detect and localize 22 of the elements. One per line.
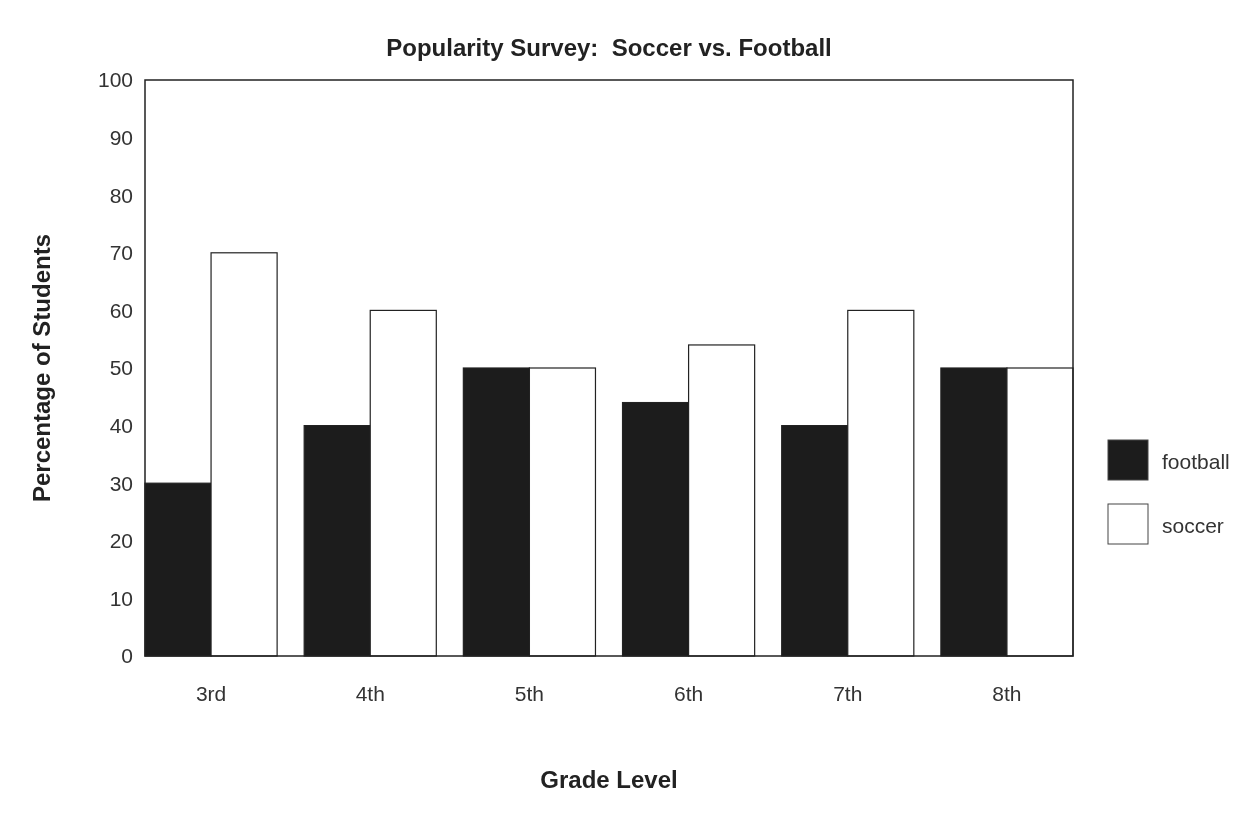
chart-title: Popularity Survey: Soccer vs. Football bbox=[386, 34, 832, 61]
y-tick-label: 80 bbox=[109, 183, 133, 207]
x-tick-label: 3rd bbox=[195, 682, 227, 705]
y-tick-label: 20 bbox=[109, 529, 133, 553]
y-tick-label: 10 bbox=[109, 586, 133, 610]
y-tick-label: 50 bbox=[109, 356, 133, 380]
y-tick-label: 90 bbox=[109, 125, 133, 149]
x-tick-label: 6th bbox=[673, 682, 704, 705]
y-axis-title: Percentage of Students bbox=[28, 233, 55, 503]
y-tick-label: 0 bbox=[121, 644, 133, 668]
x-axis-title: Grade Level bbox=[540, 766, 678, 793]
x-tick-label: 4th bbox=[355, 682, 385, 705]
y-tick-label: 70 bbox=[109, 241, 133, 265]
y-tick-label: 60 bbox=[109, 298, 133, 322]
x-tick-label: 5th bbox=[514, 682, 545, 705]
x-tick-label: 8th bbox=[992, 682, 1022, 705]
y-tick-label: 30 bbox=[109, 471, 133, 495]
y-tick-label: 40 bbox=[109, 413, 133, 437]
x-tick-label: 7th bbox=[833, 682, 863, 705]
text: soccer bbox=[1162, 514, 1224, 538]
legend-label: football bbox=[1162, 450, 1230, 474]
y-tick-label: 100 bbox=[97, 68, 133, 92]
